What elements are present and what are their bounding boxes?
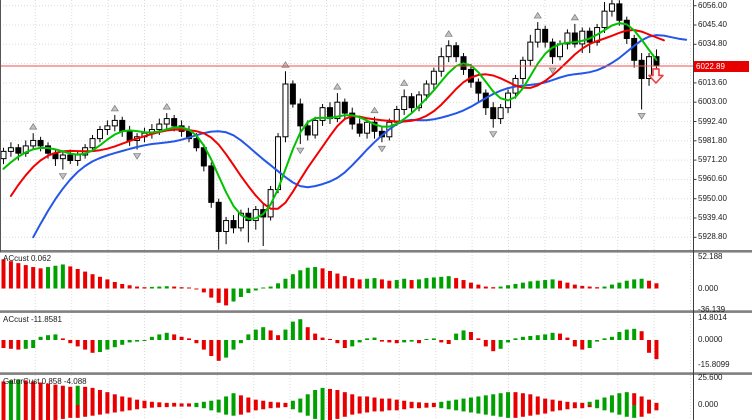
pane-title-ac-2: ACcust -11.8581: [3, 315, 62, 324]
main-price-label: 5928.80: [698, 232, 727, 242]
pane-title-ac-1: ACcust 0.062: [3, 254, 52, 263]
main-price-label: 6013.60: [698, 77, 727, 87]
main-price-label: 6034.80: [698, 39, 727, 49]
main-price-label: 5960.60: [698, 174, 727, 184]
pane-scale-label: 52.188: [698, 252, 723, 261]
main-price-label: 5950.00: [698, 193, 727, 203]
pane-title-gator: GatorCust 0.858 -4.088: [3, 377, 87, 386]
pane-scale-label: 0.000: [698, 400, 719, 409]
main-price-label: 5971.20: [698, 155, 727, 165]
pane-scale-label: 0.000: [698, 284, 719, 293]
main-price-label: 6045.40: [698, 20, 727, 29]
main-price-label: 6003.00: [698, 97, 727, 107]
pane-scale-label: 14.8014: [698, 313, 727, 322]
main-price-label: 6056.00: [698, 0, 727, 10]
current-price-tag: 6022.89: [694, 61, 749, 72]
pane-scale-label: -36.139: [698, 305, 726, 314]
pane-scale-label: -15.8099: [698, 360, 730, 369]
main-price-label: 5981.80: [698, 135, 727, 145]
pane-scale-label: 0.0000: [698, 335, 723, 344]
main-price-label: 5992.40: [698, 116, 727, 126]
main-price-label: 5939.40: [698, 213, 727, 222]
pane-scale-label: 25.600: [698, 373, 723, 382]
